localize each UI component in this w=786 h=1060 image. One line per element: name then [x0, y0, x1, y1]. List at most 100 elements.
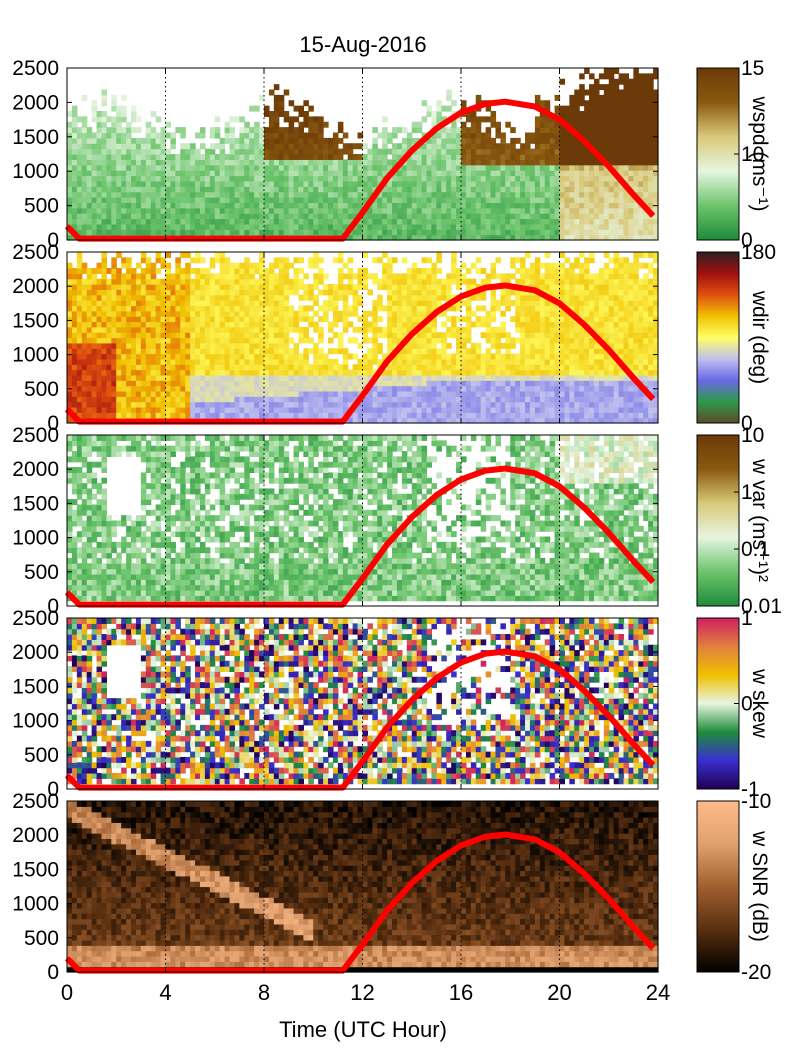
- heatmap-cell: [599, 133, 605, 139]
- heatmap-cell: [422, 343, 428, 349]
- heatmap-cell: [515, 197, 521, 203]
- heatmap-cell: [382, 138, 388, 144]
- heatmap-cell: [72, 343, 78, 349]
- heatmap-cell: [72, 279, 78, 285]
- heatmap-cell: [166, 284, 172, 290]
- heatmap-cell: [210, 316, 216, 322]
- heatmap-cell: [500, 149, 506, 155]
- heatmap-cell: [417, 154, 423, 160]
- heatmap-cell: [131, 154, 137, 160]
- heatmap-cell: [530, 229, 536, 235]
- heatmap-cell: [97, 197, 103, 203]
- heatmap-cell: [244, 279, 250, 285]
- heatmap-cell: [180, 133, 186, 139]
- heatmap-cell: [353, 273, 359, 279]
- heatmap-cell: [510, 219, 516, 225]
- heatmap-cell: [244, 402, 250, 408]
- heatmap-cell: [67, 359, 73, 365]
- heatmap-cell: [427, 197, 433, 203]
- heatmap-cell: [303, 170, 309, 176]
- heatmap-cell: [397, 186, 403, 192]
- heatmap-cell: [308, 197, 314, 203]
- heatmap-cell: [303, 295, 309, 301]
- heatmap-cell: [648, 143, 654, 149]
- heatmap-cell: [67, 321, 73, 327]
- heatmap-cell: [294, 116, 300, 122]
- heatmap-cell: [111, 284, 117, 290]
- heatmap-cell: [225, 407, 231, 413]
- heatmap-cell: [318, 327, 324, 333]
- heatmap-cell: [230, 181, 236, 187]
- heatmap-cell: [372, 273, 378, 279]
- heatmap-cell: [633, 111, 639, 117]
- heatmap-cell: [313, 143, 319, 149]
- heatmap-cell: [303, 149, 309, 155]
- heatmap-cell: [254, 343, 260, 349]
- heatmap-cell: [372, 159, 378, 165]
- heatmap-cell: [353, 154, 359, 160]
- heatmap-cell: [166, 359, 172, 365]
- heatmap-cell: [111, 138, 117, 144]
- heatmap-cell: [190, 170, 196, 176]
- heatmap-cell: [564, 154, 570, 160]
- heatmap-cell: [92, 348, 98, 354]
- heatmap-cell: [343, 273, 349, 279]
- heatmap-cell: [510, 202, 516, 208]
- heatmap-cell: [363, 224, 369, 230]
- heatmap-cell: [97, 127, 103, 133]
- heatmap-cell: [584, 106, 590, 112]
- heatmap-cell: [274, 170, 280, 176]
- heatmap-cell: [146, 138, 152, 144]
- heatmap-cell: [436, 380, 442, 386]
- heatmap-cell: [323, 186, 329, 192]
- heatmap-cell: [274, 192, 280, 198]
- heatmap-cell: [136, 359, 142, 365]
- heatmap-cell: [156, 176, 162, 182]
- heatmap-cell: [515, 154, 521, 160]
- heatmap-cell: [136, 354, 142, 360]
- heatmap-cell: [220, 192, 226, 198]
- heatmap-cell: [535, 149, 541, 155]
- heatmap-cell: [604, 143, 610, 149]
- heatmap-cell: [82, 375, 88, 381]
- heatmap-cell: [422, 348, 428, 354]
- heatmap-cell: [87, 202, 93, 208]
- heatmap-cell: [594, 79, 600, 85]
- heatmap-cell: [244, 321, 250, 327]
- heatmap-cell: [274, 111, 280, 117]
- heatmap-cell: [308, 170, 314, 176]
- heatmap-cell: [323, 386, 329, 392]
- heatmap-cell: [239, 154, 245, 160]
- heatmap-cell: [190, 149, 196, 155]
- heatmap-cell: [269, 412, 275, 418]
- heatmap-cell: [589, 213, 595, 219]
- heatmap-cell: [451, 412, 457, 418]
- heatmap-cell: [589, 186, 595, 192]
- heatmap-cell: [230, 159, 236, 165]
- heatmap-cell: [279, 263, 285, 269]
- heatmap-cell: [67, 213, 73, 219]
- heatmap-cell: [382, 219, 388, 225]
- heatmap-cell: [215, 364, 221, 370]
- heatmap-cell: [264, 192, 270, 198]
- heatmap-cell: [372, 338, 378, 344]
- heatmap-cell: [126, 348, 132, 354]
- heatmap-cell: [101, 386, 107, 392]
- heatmap-cell: [249, 106, 255, 112]
- heatmap-cell: [338, 391, 344, 397]
- heatmap-cell: [111, 311, 117, 317]
- heatmap-cell: [166, 268, 172, 274]
- heatmap-cell: [515, 208, 521, 214]
- heatmap-cell: [343, 170, 349, 176]
- heatmap-cell: [185, 370, 191, 376]
- heatmap-cell: [126, 289, 132, 295]
- heatmap-cell: [156, 159, 162, 165]
- heatmap-cell: [92, 106, 98, 112]
- heatmap-cell: [220, 380, 226, 386]
- heatmap-cell: [284, 370, 290, 376]
- heatmap-cell: [427, 219, 433, 225]
- heatmap-cell: [633, 229, 639, 235]
- heatmap-cell: [111, 202, 117, 208]
- heatmap-cell: [303, 219, 309, 225]
- heatmap-cell: [579, 202, 585, 208]
